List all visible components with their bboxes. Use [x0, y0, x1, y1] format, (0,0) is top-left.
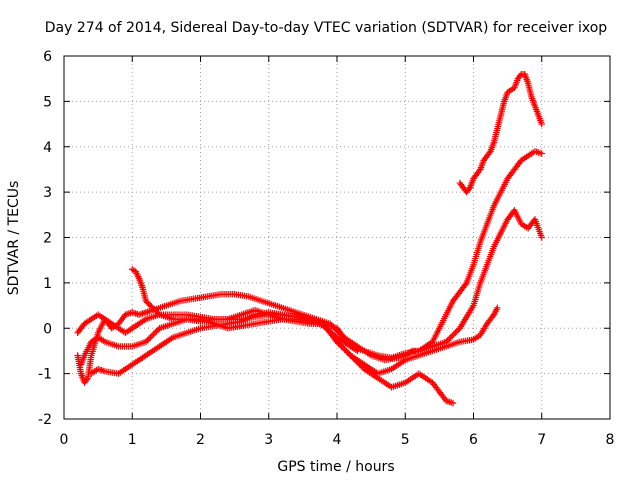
data-point	[147, 334, 154, 341]
x-tick-label: 8	[606, 432, 615, 448]
x-tick-label: 7	[537, 432, 546, 448]
x-tick-label: 2	[196, 432, 205, 448]
data-point	[443, 338, 450, 346]
y-axis-label: SDTVAR / TECUs	[6, 181, 22, 296]
y-tick-label: -1	[38, 367, 52, 383]
data-point	[339, 344, 347, 352]
data-point	[455, 326, 462, 333]
plot-frame	[63, 55, 611, 420]
data-point	[449, 332, 456, 340]
data-point	[151, 329, 159, 336]
data-point	[446, 335, 453, 343]
data-series	[74, 70, 545, 407]
x-tick-label: 4	[333, 432, 342, 448]
data-point	[453, 328, 461, 335]
series-track-f	[456, 70, 545, 196]
data-point	[153, 328, 160, 335]
y-tick-label: 2	[43, 231, 52, 247]
y-tick-label: 3	[43, 185, 52, 201]
grid-lines	[64, 56, 610, 419]
x-tick-label: 0	[60, 432, 69, 448]
data-point	[150, 331, 157, 338]
data-point	[342, 347, 350, 355]
y-tick-label: 6	[43, 49, 52, 65]
data-point	[345, 350, 353, 358]
data-point	[154, 310, 162, 317]
data-point	[341, 346, 348, 353]
series-track-c	[77, 304, 501, 377]
data-point	[538, 120, 545, 128]
data-point	[83, 376, 90, 383]
data-point	[338, 343, 345, 350]
data-point	[538, 234, 545, 241]
data-point	[142, 338, 150, 346]
data-point	[332, 332, 339, 340]
series-track-e	[88, 207, 545, 377]
data-point	[144, 337, 151, 344]
x-axis-label: GPS time / hours	[277, 459, 394, 475]
data-point	[148, 332, 156, 340]
data-point	[444, 337, 451, 344]
series-track-d	[129, 266, 361, 355]
data-point	[447, 334, 454, 341]
x-tick-label: 6	[469, 432, 478, 448]
data-point	[494, 304, 501, 312]
data-point	[486, 149, 493, 156]
data-point	[452, 329, 459, 336]
data-point	[154, 326, 162, 333]
y-tick-label: 5	[43, 94, 52, 110]
data-point	[475, 167, 483, 175]
data-point	[344, 349, 351, 356]
data-point	[450, 331, 457, 338]
x-tick-label: 1	[128, 432, 137, 448]
data-point	[538, 150, 545, 157]
data-point	[465, 185, 473, 193]
y-axis-tick-labels: -2 -1 0 1 2 3 4 5 6	[38, 49, 52, 428]
y-tick-label: 1	[43, 276, 52, 292]
y-tick-label: 0	[43, 321, 52, 337]
x-tick-label: 5	[401, 432, 410, 448]
y-tick-label: -2	[38, 412, 52, 428]
chart-title: Day 274 of 2014, Sidereal Day-to-day VTE…	[45, 20, 608, 36]
data-point	[449, 399, 457, 407]
data-point	[462, 281, 469, 288]
data-point	[489, 312, 497, 320]
data-point	[145, 335, 153, 343]
x-tick-label: 3	[264, 432, 273, 448]
x-axis-tick-labels: 0 1 2 3 4 5 6 7 8	[60, 432, 615, 448]
y-tick-label: 4	[43, 140, 52, 156]
